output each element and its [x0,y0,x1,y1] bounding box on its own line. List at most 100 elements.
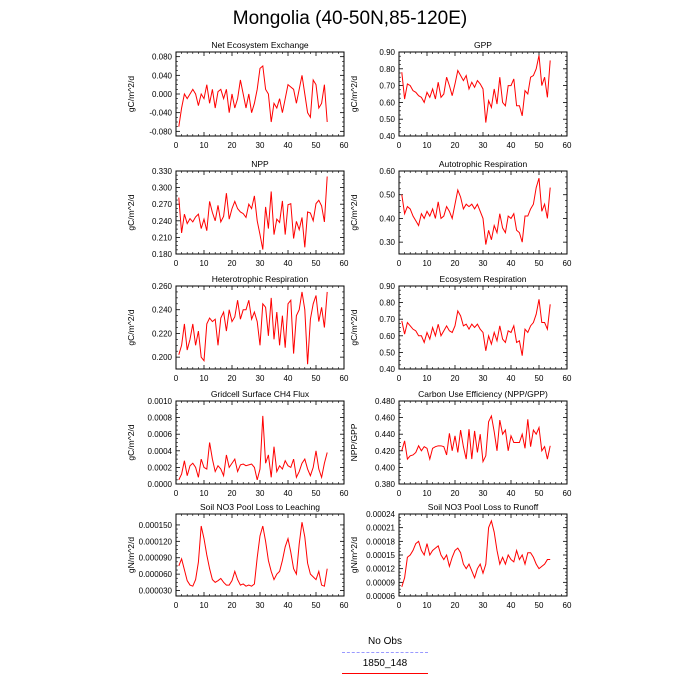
x-tick-label: 0 [174,601,179,610]
y-tick-label: 0.260 [152,282,173,291]
plot-frame [175,400,345,485]
x-tick-label: 40 [507,601,516,610]
x-tick-label: 40 [284,259,293,268]
y-tick-label: 0.220 [152,329,173,338]
y-axis-label: gC/m^2/d [349,194,359,230]
y-axis-label: gC/m^2/d [126,194,136,230]
y-tick-label: 0.000060 [139,570,173,579]
x-tick-label: 10 [200,259,209,268]
x-tick-label: 20 [451,259,460,268]
y-tick-label: 0.70 [379,82,395,91]
x-tick-label: 30 [256,374,265,383]
x-tick-label: 20 [228,601,237,610]
panel-ecosystem-respiration: Ecosystem Respiration 0 10 20 30 40 50 60 0.40 0.… [349,274,572,383]
y-tick-label: 0.00024 [366,510,395,519]
panel-title: Soil NO3 Pool Loss to Leaching [200,502,320,512]
y-tick-label: 0.40 [379,214,395,223]
x-tick-label: 10 [423,259,432,268]
x-tick-label: 10 [423,141,432,150]
y-tick-label: 0.380 [375,480,396,489]
y-tick-label: -0.040 [149,109,172,118]
x-tick-label: 30 [479,374,488,383]
y-tick-label: 0.80 [379,65,395,74]
y-tick-label: 0.080 [152,53,173,62]
y-tick-label: 0.000150 [139,521,173,530]
x-tick-label: 20 [228,141,237,150]
legend-label-no-obs: No Obs [368,636,402,647]
x-tick-label: 20 [451,374,460,383]
x-tick-label: 0 [397,259,402,268]
panel-soil-no3-pool-loss-to-runoff: Soil NO3 Pool Loss to Runoff 0 10 20 30 40 50 6… [349,502,572,610]
y-axis-label: gN/m^2/d [349,537,359,573]
y-tick-label: -0.080 [149,127,172,136]
panel-title: Soil NO3 Pool Loss to Runoff [428,502,539,512]
series-line [178,291,328,365]
panel-title: Carbon Use Efficiency (NPP/GPP) [418,389,548,399]
y-tick-label: 0.90 [379,282,395,291]
x-tick-label: 10 [423,489,432,498]
x-tick-label: 0 [397,489,402,498]
x-tick-label: 50 [535,141,544,150]
x-tick-label: 30 [479,489,488,498]
y-tick-label: 0.420 [375,447,396,456]
y-tick-label: 0.40 [379,132,395,141]
panel-gridcell-surface-ch4-flux: Gridcell Surface CH4 Flux 0 10 20 30 40 50 60 0.… [126,389,349,498]
panel-title: GPP [474,40,492,50]
y-tick-label: 0.0008 [148,414,173,423]
series-line [401,177,551,245]
x-tick-label: 60 [340,601,349,610]
y-axis-label: gC/m^2/d [349,76,359,112]
x-tick-label: 50 [535,259,544,268]
y-tick-label: 0.70 [379,315,395,324]
panel-title: Gridcell Surface CH4 Flux [211,389,310,399]
x-tick-label: 50 [312,489,321,498]
y-tick-label: 0.90 [379,48,395,57]
x-tick-label: 0 [397,374,402,383]
x-tick-label: 20 [228,374,237,383]
x-tick-label: 40 [507,141,516,150]
y-tick-label: 0.000 [152,90,173,99]
y-axis-label: gC/m^2/d [126,309,136,345]
y-tick-label: 0.210 [152,233,173,242]
x-tick-label: 40 [507,489,516,498]
y-tick-label: 0.50 [379,115,395,124]
x-tick-label: 40 [284,601,293,610]
y-tick-label: 0.0006 [148,430,173,439]
x-tick-label: 50 [312,259,321,268]
y-tick-label: 0.480 [375,397,396,406]
panel-autotrophic-respiration: Autotrophic Respiration 0 10 20 30 40 50 60 0.30… [349,159,572,268]
plot-frame [175,170,345,255]
plot-frame [398,400,568,485]
panel-heterotrophic-respiration: Heterotrophic Respiration 0 10 20 30 40 50 60 0.… [126,274,349,383]
y-tick-label: 0.040 [152,71,173,80]
x-tick-label: 60 [563,601,572,610]
x-tick-label: 10 [200,374,209,383]
legend-line-1850-148 [342,673,428,674]
x-tick-label: 50 [535,601,544,610]
panel-title: Ecosystem Respiration [440,274,527,284]
x-tick-label: 30 [256,259,265,268]
x-tick-label: 30 [479,259,488,268]
x-tick-label: 30 [256,601,265,610]
x-tick-label: 40 [284,374,293,383]
y-axis-label: gC/m^2/d [126,76,136,112]
y-tick-label: 0.00012 [366,565,395,574]
y-axis-label: gC/m^2/d [126,424,136,460]
x-tick-label: 50 [312,601,321,610]
x-tick-label: 20 [451,141,460,150]
y-tick-label: 0.000090 [139,554,173,563]
x-tick-label: 10 [200,489,209,498]
y-tick-label: 0.00021 [366,524,395,533]
legend-line-no-obs [342,652,428,653]
panel-soil-no3-pool-loss-to-leaching: Soil NO3 Pool Loss to Leaching 0 10 20 30 40 5… [126,502,349,610]
x-tick-label: 60 [340,374,349,383]
series-line [178,65,328,127]
x-tick-label: 10 [200,141,209,150]
y-tick-label: 0.180 [152,250,173,259]
x-tick-label: 0 [397,601,402,610]
x-tick-label: 30 [479,141,488,150]
x-tick-label: 40 [507,374,516,383]
x-tick-label: 40 [284,141,293,150]
y-tick-label: 0.30 [379,238,395,247]
